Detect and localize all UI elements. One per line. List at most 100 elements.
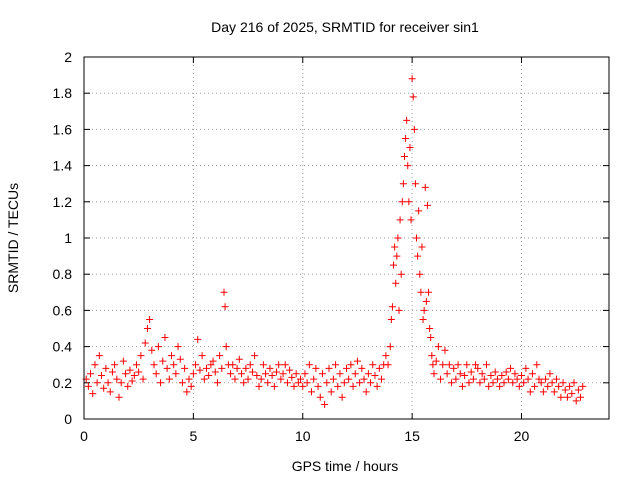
data-point: [124, 382, 132, 390]
data-point: [192, 361, 200, 369]
y-tick-label: 2: [64, 49, 72, 65]
data-point: [441, 346, 449, 354]
data-point: [579, 382, 587, 390]
grid-lines: [84, 57, 609, 419]
y-axis-title: SRMTID / TECUs: [5, 183, 21, 293]
data-point: [235, 355, 243, 363]
data-point: [227, 370, 235, 378]
data-point: [321, 401, 329, 409]
y-tick-label: 0.2: [53, 375, 73, 391]
data-point: [373, 382, 381, 390]
data-points: [82, 75, 587, 409]
data-point: [292, 370, 300, 378]
x-tick-label: 15: [404, 428, 420, 444]
data-point: [504, 375, 512, 383]
data-point: [561, 386, 569, 394]
data-point: [154, 343, 162, 351]
data-point: [409, 93, 417, 101]
data-point: [388, 303, 396, 311]
data-point: [111, 361, 119, 369]
data-point: [288, 373, 296, 381]
data-point: [420, 306, 428, 314]
data-point: [418, 243, 426, 251]
data-point: [511, 370, 519, 378]
data-point: [207, 361, 215, 369]
data-point: [574, 386, 582, 394]
data-point: [89, 390, 97, 398]
data-point: [443, 370, 451, 378]
data-point: [496, 382, 504, 390]
data-point: [427, 334, 435, 342]
data-point: [183, 388, 191, 396]
data-point: [544, 382, 552, 390]
data-point: [535, 375, 543, 383]
data-point: [528, 370, 536, 378]
data-point: [135, 368, 143, 376]
data-point: [369, 361, 377, 369]
data-point: [392, 279, 400, 287]
data-point: [437, 375, 445, 383]
data-point: [356, 379, 364, 387]
data-point: [393, 252, 401, 260]
data-point: [548, 379, 556, 387]
plot-frame: [83, 56, 610, 420]
data-point: [395, 306, 403, 314]
data-point: [483, 361, 490, 369]
data-point: [325, 364, 333, 372]
data-point: [434, 343, 442, 351]
data-point: [568, 390, 576, 398]
chart-title: Day 216 of 2025, SRMTID for receiver sin…: [211, 19, 479, 35]
data-point: [268, 372, 276, 380]
data-point: [229, 361, 237, 369]
x-tick-label: 10: [295, 428, 311, 444]
data-point: [174, 343, 182, 351]
data-point: [349, 382, 357, 390]
data-point: [524, 375, 532, 383]
data-point: [493, 375, 501, 383]
data-point: [445, 361, 453, 369]
data-point: [253, 372, 261, 380]
data-point: [542, 375, 550, 383]
data-point: [181, 364, 189, 372]
data-point: [469, 375, 477, 383]
data-point: [382, 352, 390, 360]
data-point: [248, 368, 256, 376]
data-point: [213, 379, 221, 387]
data-point: [332, 361, 340, 369]
data-point: [391, 243, 399, 251]
data-point: [200, 375, 208, 383]
data-point: [189, 370, 197, 378]
x-tick-label: 20: [514, 428, 530, 444]
data-point: [312, 364, 320, 372]
data-point: [559, 379, 567, 387]
data-point: [408, 75, 416, 83]
data-point: [185, 375, 193, 383]
data-point: [526, 388, 534, 396]
data-point: [87, 370, 95, 378]
data-point: [104, 379, 112, 387]
data-point: [216, 352, 224, 360]
x-axis-title: GPS time / hours: [292, 458, 399, 474]
data-point: [218, 364, 226, 372]
y-tick-label: 1.4: [53, 158, 73, 174]
data-point: [439, 361, 447, 369]
data-point: [205, 372, 213, 380]
data-point: [461, 372, 469, 380]
axis-ticks: 00.20.40.60.811.21.41.61.820 5 10 15 20: [53, 49, 609, 444]
data-point: [146, 315, 154, 323]
data-point: [163, 364, 171, 372]
data-point: [390, 261, 398, 269]
data-point: [364, 370, 372, 378]
data-point: [251, 352, 259, 360]
data-point: [416, 270, 424, 278]
data-point: [165, 375, 173, 383]
data-point: [198, 352, 206, 360]
data-point: [168, 352, 175, 360]
data-point: [557, 393, 565, 401]
data-point: [159, 357, 167, 365]
data-point: [394, 234, 402, 242]
data-point: [411, 180, 419, 188]
data-point: [141, 339, 149, 347]
data-point: [522, 364, 530, 372]
data-point: [318, 370, 326, 378]
